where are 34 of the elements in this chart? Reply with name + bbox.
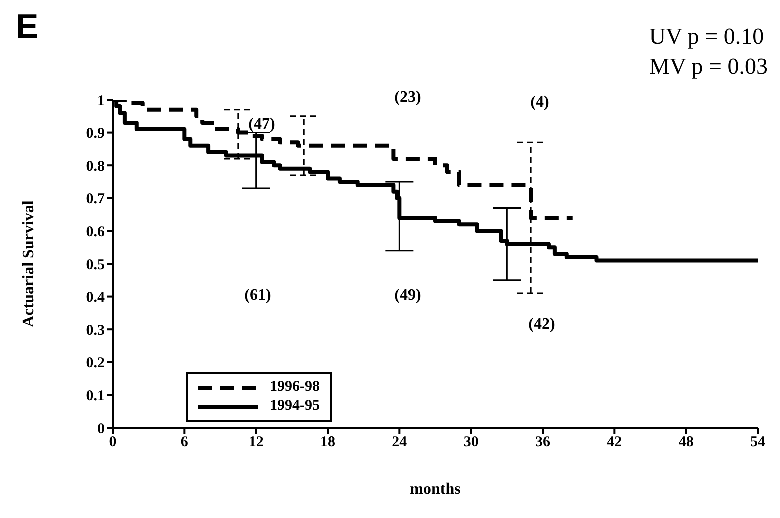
legend-label: 1996-98: [270, 378, 320, 397]
y-tick-label: 0.2: [86, 356, 105, 372]
y-tick-label: 0.5: [86, 257, 105, 274]
y-tick-label: 1: [98, 93, 105, 110]
chart-title: E: [16, 8, 39, 47]
x-axis-title: months: [410, 481, 461, 498]
y-tick-label: 0.8: [86, 158, 105, 175]
x-tick-label: 30: [464, 434, 479, 451]
y-tick-label: 0.1: [86, 388, 105, 405]
y-tick-label: 0.9: [86, 126, 105, 142]
x-tick-label: 48: [678, 434, 694, 451]
annotation: (42): [528, 316, 556, 334]
annotation: (23): [394, 89, 422, 107]
x-tick-label: 18: [320, 434, 336, 451]
x-tick-label: 24: [392, 434, 408, 451]
annotation: (61): [244, 287, 272, 305]
legend-label: 1994-95: [270, 397, 320, 416]
y-axis-title: Actuarial Survival: [20, 200, 38, 328]
y-tick-label: 0.7: [86, 192, 106, 208]
annotation: (4): [530, 94, 550, 112]
annotation: (47): [248, 116, 276, 134]
x-tick-label: 36: [536, 434, 551, 451]
x-tick-label: 0: [109, 434, 117, 451]
annotation: (49): [394, 287, 422, 305]
y-tick-label: 0.6: [86, 224, 106, 241]
y-tick-label: 0: [98, 421, 105, 438]
x-tick-label: 54: [750, 434, 766, 451]
y-tick-label: 0.4: [86, 290, 106, 306]
x-tick-label: 6: [180, 434, 189, 451]
x-tick-label: 12: [248, 434, 264, 451]
text: MV p = 0.03: [649, 53, 768, 81]
y-tick-label: 0.3: [86, 322, 105, 339]
x-tick-label: 42: [607, 434, 622, 451]
text: UV p = 0.10: [649, 23, 766, 51]
